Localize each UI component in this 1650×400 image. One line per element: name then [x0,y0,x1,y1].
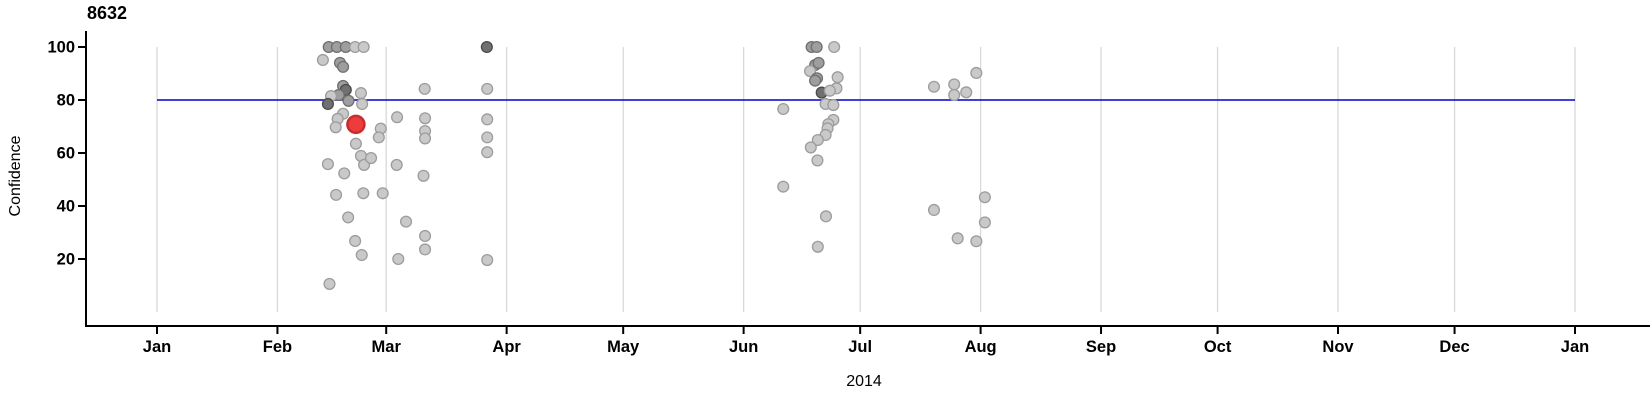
data-point [417,169,430,182]
data-point [342,211,355,224]
data-point [419,243,432,256]
data-point [357,40,370,54]
data-point [356,97,369,111]
data-point [823,84,836,97]
y-axis-label: Confidence [7,135,24,217]
data-point [355,248,368,262]
x-tick-label: Jan [1561,338,1589,356]
data-point [357,187,370,200]
x-tick-label: Dec [1439,338,1469,356]
data-point [365,151,378,165]
data-point [812,56,825,69]
x-tick-label: Oct [1204,338,1232,356]
y-tick-label: 100 [47,39,75,57]
data-point [419,229,432,242]
data-point [810,40,823,54]
data-point [809,74,822,87]
data-point [354,87,368,100]
data-point [372,131,385,144]
data-point [316,53,329,67]
chart-title: 8632 [87,3,128,23]
data-point [399,215,413,228]
data-point [819,210,833,223]
x-tick-label: Feb [263,338,292,356]
data-point [831,71,844,84]
y-tick-label: 20 [57,251,75,269]
data-point [960,86,973,99]
data-point [419,132,432,145]
data-point [927,203,941,217]
x-tick-label: Mar [372,338,402,356]
data-point [349,137,362,150]
data-point [480,40,493,54]
data-point [390,158,403,171]
x-tick-label: Apr [492,338,521,356]
data-point [391,111,404,124]
data-point [342,94,355,107]
data-point [811,133,824,147]
data-point [777,180,790,193]
y-tick-label: 40 [57,198,75,216]
x-tick-label: Jan [143,338,171,356]
highlighted-data-point [346,114,366,135]
data-point [337,60,350,73]
data-point [828,40,841,54]
data-point [481,131,494,144]
data-point [330,188,343,201]
data-point [978,191,991,204]
data-point [804,141,817,154]
x-tick-label: May [607,338,640,356]
data-point [419,112,432,125]
data-point [349,234,362,248]
data-point [321,158,334,171]
y-tick-label: 60 [57,145,75,163]
data-point [323,277,336,290]
data-point [481,82,494,95]
data-point [804,65,817,78]
data-point [948,78,961,91]
x-tick-label: Sep [1086,338,1116,356]
data-point [376,187,389,200]
x-tick-label: Aug [965,338,997,356]
x-tick-label: Jun [729,338,758,356]
data-point [392,252,405,266]
data-point [338,167,351,180]
data-point [481,254,494,267]
data-point [321,97,334,111]
data-point [927,80,941,93]
x-tick-label: Nov [1322,338,1354,356]
data-point [970,66,983,80]
data-point [481,146,494,159]
data-point [951,232,964,245]
data-point [948,88,961,102]
x-tick-label: Jul [848,338,872,356]
data-point [978,216,991,229]
data-point [970,235,983,248]
x-axis-year-label: 2014 [846,373,882,390]
data-point [418,82,431,95]
data-point [811,240,824,253]
data-point [777,102,790,116]
data-point [481,113,494,126]
y-tick-label: 80 [57,92,75,110]
data-point [811,154,824,167]
data-point [329,121,342,134]
data-point [827,98,840,112]
